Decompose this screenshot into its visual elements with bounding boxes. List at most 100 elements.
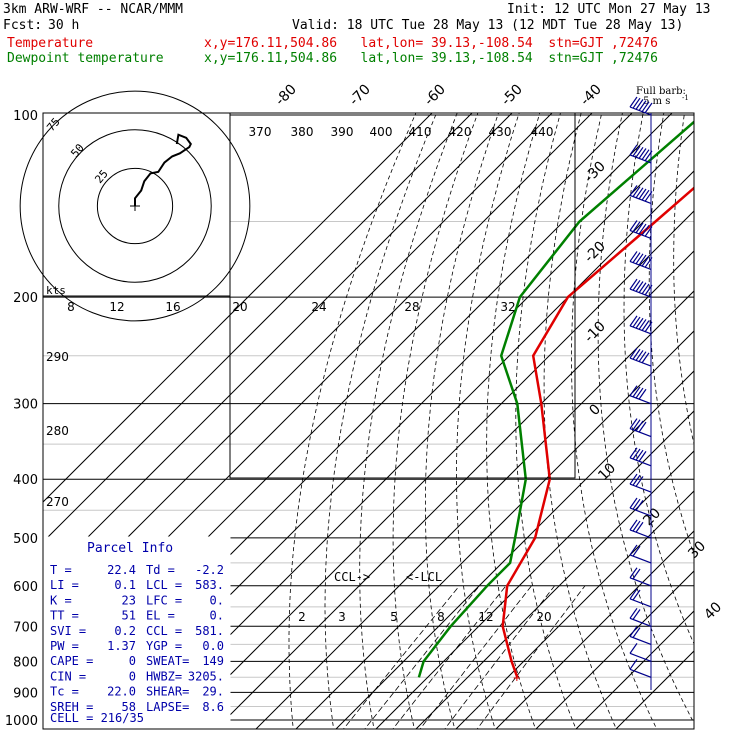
wind-barb-flag <box>638 148 647 159</box>
wind-barb <box>629 652 652 662</box>
wind-barb-flag <box>632 186 641 197</box>
dewpoint-label: Dewpoint temperature <box>7 51 164 66</box>
mixing-ratio-label: 32 <box>500 300 515 314</box>
wind-barb-flag <box>635 500 644 511</box>
parcel-value: 0. <box>210 609 224 623</box>
wind-barb-flag <box>641 320 650 331</box>
dry-adiabat <box>456 113 520 729</box>
wind-barbs <box>629 96 653 690</box>
isotherm-label: -70 <box>346 81 373 108</box>
isotherm <box>335 370 694 729</box>
pressure-label-1000: 1000 <box>5 714 38 729</box>
wind-barb-flag <box>629 418 638 429</box>
dry-adiabat <box>623 113 694 645</box>
low-mixing-ratio-label: 5 <box>390 610 398 624</box>
theta-e-label: 390 <box>331 125 354 139</box>
isotherm-label: 10 <box>595 460 619 484</box>
parcel-label: Td = <box>146 563 175 577</box>
theta-e-label: 410 <box>409 125 432 139</box>
wind-barb-flag <box>635 317 644 329</box>
wind-barb-flag <box>632 568 641 580</box>
isotherm <box>535 570 694 729</box>
parcel-label: EL = <box>146 609 175 623</box>
parcel-label: PW = <box>50 639 79 653</box>
mixing-ratio-line <box>364 585 480 729</box>
wind-barb-flag <box>635 521 644 533</box>
wind-barb-flag <box>638 351 647 363</box>
parcel-value: 583. <box>195 578 224 592</box>
theta-label: 270 <box>46 495 69 509</box>
wind-barb-flag <box>635 420 644 432</box>
dry-adiabat <box>425 113 499 729</box>
dewpoint-line <box>417 120 694 678</box>
wind-barb-flag <box>632 498 641 510</box>
wind-barb-flag <box>635 222 644 234</box>
isotherm-label: -10 <box>581 318 608 345</box>
theta-e-label: 400 <box>370 125 393 139</box>
wind-barb-flag <box>638 223 647 235</box>
mixing-ratio-label: 12 <box>109 300 124 314</box>
wind-barb-flag <box>629 96 638 108</box>
parcel-value: 22.4 <box>107 563 136 577</box>
parcel-label: CIN = <box>50 669 86 683</box>
parcel-value: 0.1 <box>114 578 136 592</box>
wind-barb-flag <box>641 149 650 161</box>
ccl-marker: CCL-> <box>334 570 370 584</box>
temperature-line <box>501 186 694 678</box>
isotherm-label: -60 <box>421 81 448 108</box>
parcel-value: 0 <box>129 669 136 683</box>
parcel-value: 149 <box>202 654 224 668</box>
parcel-value: 29. <box>202 685 224 699</box>
wind-barb-flag <box>632 627 641 638</box>
valid-time: Valid: 18 UTC Tue 28 May 13 (12 MDT Tue … <box>292 18 684 33</box>
lcl-marker: <-LCL <box>406 570 442 584</box>
wind-barb-flag <box>644 284 653 296</box>
wind-barb-flag <box>632 348 641 360</box>
pressure-label-400: 400 <box>13 473 38 488</box>
wind-barb-flag <box>635 253 644 265</box>
wind-barb-flag <box>638 421 647 433</box>
pressure-label-200: 200 <box>13 291 38 306</box>
wind-barb-flag <box>632 145 641 157</box>
wind-barb-flag <box>632 589 641 601</box>
dry-adiabat <box>698 87 740 733</box>
dry-adiabat <box>324 113 437 729</box>
parcel-label: CAPE = <box>50 654 93 668</box>
wind-barb-flag <box>635 476 644 487</box>
wind-barb-flag <box>629 385 638 397</box>
wind-barb-flag <box>632 316 641 328</box>
dewpoint-point-info: x,y=176.11,504.86 lat,lon= 39.13,-108.54… <box>204 51 658 66</box>
parcel-label: SWEAT= <box>146 654 189 668</box>
parcel-value: 0.2 <box>114 624 136 638</box>
temperature-point-info: x,y=176.11,504.86 lat,lon= 39.13,-108.54… <box>204 36 658 51</box>
wind-barb-flag <box>629 519 638 531</box>
parcel-label: SREH = <box>50 700 93 714</box>
wind-barb-flag <box>644 102 653 114</box>
parcel-value: 8.6 <box>202 700 224 714</box>
wind-barb-flag <box>632 520 641 532</box>
wind-barb-flag <box>629 251 638 262</box>
isotherm-label: -80 <box>272 81 299 108</box>
wind-barb-flag <box>635 146 644 158</box>
wind-barb-flag <box>632 221 641 233</box>
parcel-label: LCL = <box>146 578 182 592</box>
dry-adiabat <box>721 87 740 733</box>
mixing-ratio-line <box>476 585 586 729</box>
isotherm <box>135 170 694 729</box>
mixing-ratio-line <box>444 585 555 729</box>
model-title: 3km ARW-WRF -- NCAR/MMM <box>3 2 184 17</box>
parcel-value: 0. <box>210 593 224 607</box>
mixing-ratio-label: 24 <box>311 300 326 314</box>
parcel-label: Tc = <box>50 685 79 699</box>
isotherm-label: -50 <box>498 81 525 108</box>
wind-barb-flag <box>632 419 641 431</box>
wind-barb-flag <box>632 474 641 486</box>
mixing-ratio-label: 28 <box>404 300 419 314</box>
barb-header: Full barb: <box>636 86 686 97</box>
parcel-label: YGP = <box>146 639 182 653</box>
low-mixing-ratio-label: 12 <box>478 610 493 624</box>
parcel-value: 0.0 <box>202 639 224 653</box>
parcel-label: LFC = <box>146 593 182 607</box>
mixing-ratio-label: 16 <box>165 300 180 314</box>
